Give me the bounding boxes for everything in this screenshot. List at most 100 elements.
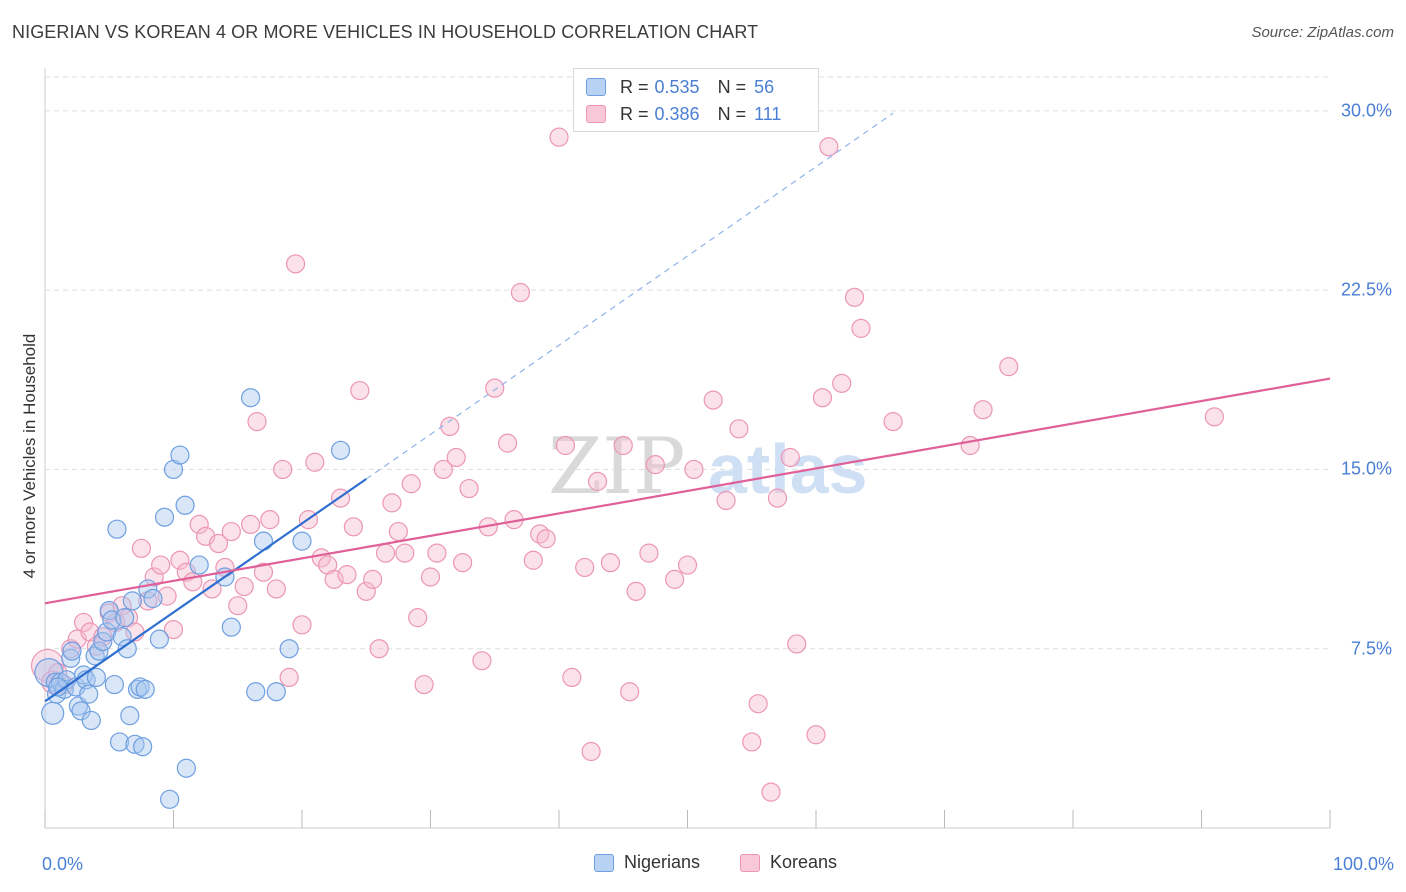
korean-point	[80, 622, 100, 642]
korean-point	[806, 725, 826, 745]
korean-point	[208, 533, 229, 554]
legend-r-value: 0.386	[654, 103, 700, 124]
korean-point	[639, 543, 659, 563]
korean-point	[247, 412, 267, 432]
nigerian-point	[170, 445, 190, 465]
korean-point	[761, 782, 781, 802]
korean-point	[832, 373, 852, 393]
nigerian-point	[241, 388, 261, 408]
korean-point	[151, 555, 171, 575]
korean-point	[620, 682, 640, 702]
nigerian-point	[279, 639, 299, 659]
korean-point	[369, 639, 389, 659]
nigerians-swatch	[586, 78, 606, 96]
korean-point	[266, 579, 286, 599]
korean-point	[408, 608, 428, 628]
korean-point	[613, 435, 633, 456]
legend-r-label: R =	[620, 76, 649, 97]
korean-point	[819, 137, 839, 157]
korean-point	[536, 529, 556, 549]
nigerian-point	[62, 641, 82, 661]
y-tick-label: 22.5%	[1340, 279, 1392, 300]
bottom-legend-nigerians: Nigerians	[594, 852, 700, 873]
korean-point	[498, 433, 518, 453]
y-tick-label: 7.5%	[1350, 638, 1392, 659]
legend-row-koreans: R = 0.386 N = 111	[586, 102, 781, 126]
nigerian-point	[330, 440, 351, 460]
korean-point	[851, 318, 871, 338]
nigerian-point	[61, 648, 81, 668]
watermark-zip: ZIP	[548, 422, 686, 512]
nigerian-point	[149, 629, 169, 649]
nigerian-point	[189, 555, 209, 575]
korean-point	[73, 612, 94, 633]
korean-point	[549, 127, 569, 147]
korean-point	[999, 357, 1019, 377]
nigerian-point	[133, 737, 153, 757]
nigerian-point	[41, 701, 65, 725]
korean-point	[279, 667, 299, 688]
korean-point	[600, 553, 621, 573]
bottom-legend-koreans: Koreans	[740, 852, 837, 873]
series-koreans-points	[30, 127, 1224, 802]
correlation-legend: R = 0.535 N = 56 R = 0.386 N = 111	[573, 68, 819, 132]
korean-point	[684, 459, 704, 480]
korean-point	[260, 510, 280, 530]
nigerian-point	[175, 495, 195, 515]
nigerian-point	[160, 789, 180, 809]
korean-point	[626, 581, 646, 601]
watermark-atlas: atlas	[708, 430, 868, 508]
nigerians-legend-label: Nigerians	[624, 852, 701, 872]
korean-point	[414, 674, 434, 695]
korean-point	[375, 543, 396, 563]
nigerian-point	[93, 631, 113, 652]
korean-point	[221, 521, 241, 542]
korean-point	[433, 459, 453, 480]
source-label: Source: ZipAtlas.com	[1251, 24, 1394, 41]
korean-point	[703, 390, 723, 410]
nigerian-point	[104, 674, 124, 695]
korean-point	[716, 490, 736, 511]
nigerian-point	[97, 622, 117, 642]
korean-point	[228, 596, 248, 616]
nigerian-point	[143, 588, 163, 609]
nigerian-point	[127, 679, 148, 699]
korean-point	[202, 579, 222, 599]
nigerian-point	[117, 639, 137, 659]
korean-point	[812, 388, 833, 408]
korean-point	[305, 452, 325, 472]
korean-point	[163, 619, 184, 640]
nigerians-swatch	[594, 853, 614, 872]
nigerian-point	[89, 641, 109, 661]
nigerian-point	[81, 710, 101, 731]
legend-n-value: 111	[754, 103, 782, 124]
x-tick-label-left: 0.0%	[42, 854, 84, 874]
korean-point	[748, 694, 768, 714]
nigerian-point	[107, 519, 127, 539]
koreans-swatch	[586, 105, 606, 123]
korean-point	[427, 543, 447, 563]
nigerian-point	[163, 459, 184, 480]
korean-point	[883, 412, 903, 432]
korean-point	[677, 555, 698, 575]
korean-point	[189, 514, 209, 535]
nigerian-point	[130, 677, 150, 697]
korean-point	[767, 488, 788, 508]
nigerian-point	[125, 734, 145, 754]
korean-point	[241, 514, 261, 535]
korean-point	[581, 741, 601, 762]
legend-n-value: 56	[754, 76, 775, 97]
nigerian-point	[122, 591, 142, 611]
korean-point	[453, 553, 473, 573]
koreans-legend-label: Koreans	[770, 852, 838, 872]
legend-n-label: N =	[717, 76, 747, 97]
korean-point	[356, 581, 376, 601]
korean-point	[587, 471, 608, 491]
nigerian-point	[79, 684, 99, 704]
korean-point	[555, 435, 576, 456]
korean-point	[350, 380, 370, 401]
nigerian-point	[221, 617, 241, 637]
legend-r-label: R =	[620, 103, 649, 124]
nigerian-point	[112, 627, 132, 647]
